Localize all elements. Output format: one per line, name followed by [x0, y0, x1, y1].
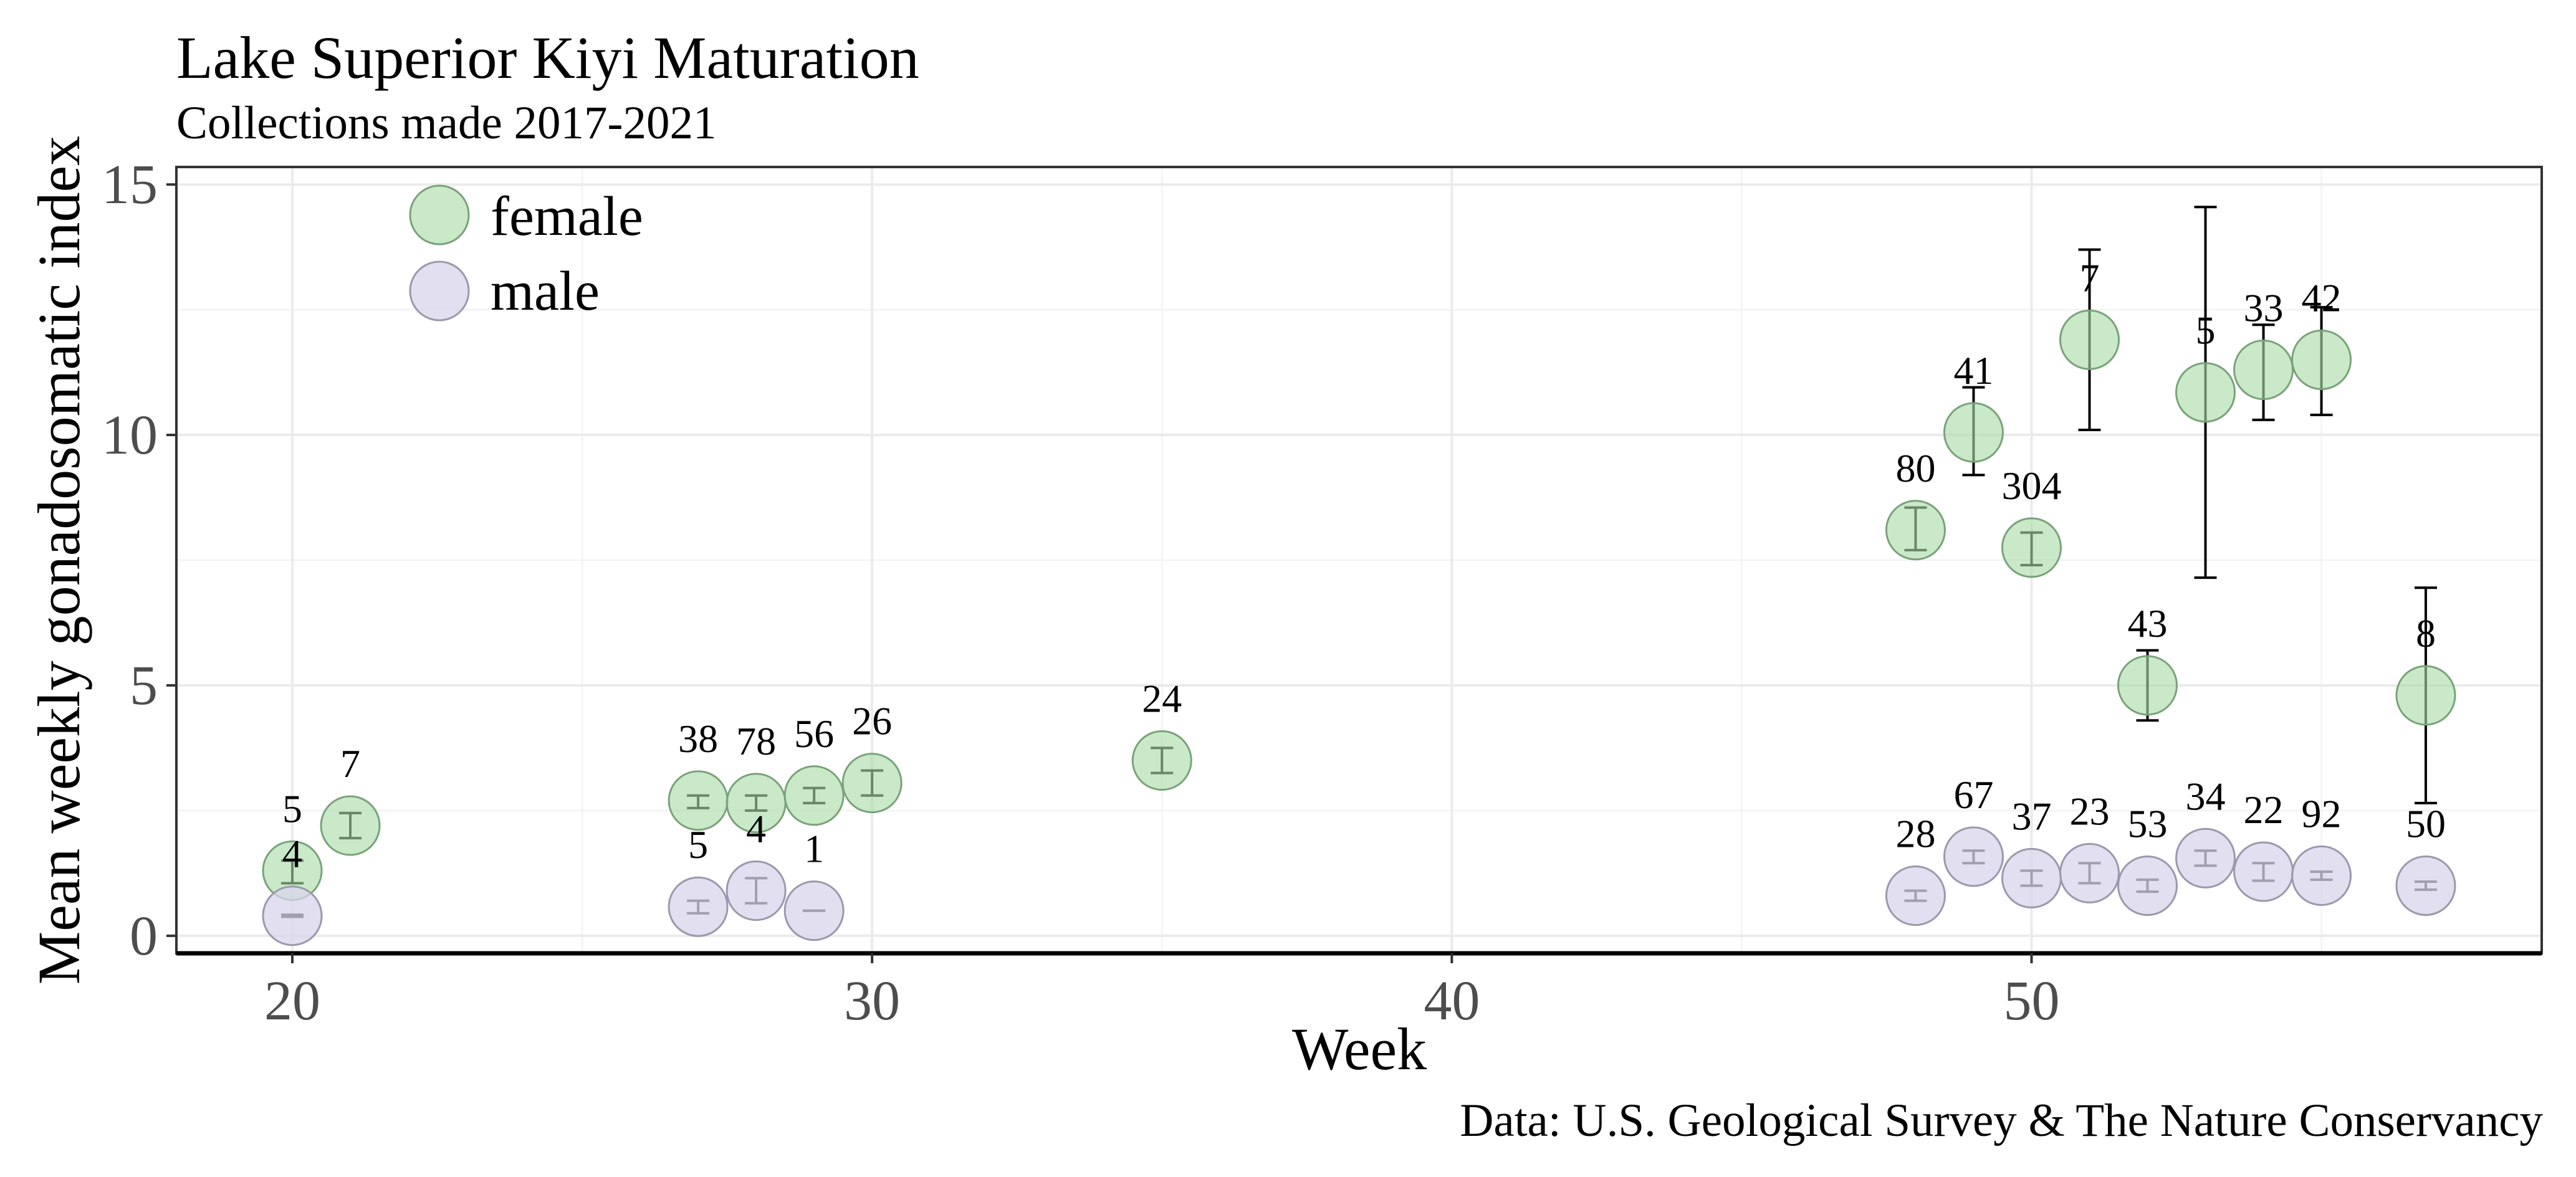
n-label-male: 4	[282, 832, 302, 876]
n-label-female: 42	[2302, 275, 2342, 320]
n-label-male: 1	[804, 827, 824, 871]
n-label-male: 23	[2069, 789, 2109, 833]
point-female	[2117, 655, 2178, 716]
x-tick-label: 50	[2003, 970, 2059, 1032]
n-label-female: 26	[852, 699, 892, 743]
y-tick-label: 15	[102, 154, 158, 216]
n-label-male: 92	[2302, 791, 2342, 836]
n-label-female: 41	[1953, 348, 1993, 393]
point-male	[262, 885, 323, 946]
point-male	[2001, 847, 2062, 908]
n-label-male: 28	[1895, 812, 1935, 856]
x-axis-title: Week	[1292, 1016, 1427, 1082]
point-female	[2001, 517, 2062, 578]
n-label-female: 33	[2244, 286, 2284, 330]
chart-title: Lake Superior Kiyi Maturation	[176, 24, 919, 91]
point-female	[2395, 665, 2456, 726]
legend: female male	[409, 184, 643, 322]
point-male	[2059, 842, 2120, 903]
n-label-female: 7	[2079, 255, 2099, 300]
n-label-male: 50	[2406, 801, 2446, 846]
point-male	[783, 880, 845, 941]
n-label-male: 5	[688, 822, 708, 867]
y-tick-label: 0	[130, 905, 158, 967]
point-female	[2291, 329, 2352, 390]
chart-caption: Data: U.S. Geological Survey & The Natur…	[1460, 1095, 2543, 1146]
point-male	[2395, 855, 2456, 916]
x-tick-label: 20	[264, 970, 320, 1032]
point-female	[320, 795, 381, 856]
point-male	[725, 860, 787, 922]
chart-subtitle: Collections made 2017-2021	[176, 97, 717, 149]
n-label-male: 67	[1953, 773, 1993, 817]
n-label-female: 24	[1142, 677, 1182, 721]
point-male	[2233, 841, 2294, 902]
point-female	[1885, 500, 1946, 561]
point-female	[1131, 730, 1192, 791]
n-label-female: 7	[340, 741, 360, 786]
point-male	[1885, 865, 1946, 927]
y-tick-label: 5	[130, 655, 158, 717]
data-points	[262, 309, 2456, 946]
point-male	[668, 876, 729, 937]
point-male	[2291, 845, 2352, 906]
y-tick-label: 10	[102, 404, 158, 466]
legend-label-female: female	[491, 186, 643, 247]
y-axis-title: Mean weekly gonadosomatic index	[26, 136, 92, 984]
n-label-male: 37	[2011, 794, 2051, 838]
legend-key-male	[409, 260, 470, 322]
legend-label-male: male	[491, 260, 600, 322]
point-male	[2175, 827, 2236, 889]
x-tick-label: 40	[1424, 970, 1480, 1032]
point-male	[1943, 826, 2004, 887]
point-female	[668, 770, 729, 831]
point-female	[2233, 340, 2294, 401]
n-label-female: 43	[2128, 601, 2168, 646]
point-female	[1943, 402, 2004, 463]
n-label-female: 8	[2416, 611, 2436, 655]
n-label-male: 22	[2244, 788, 2284, 832]
n-label-female: 80	[1895, 446, 1935, 490]
point-male	[2117, 855, 2178, 916]
n-label-female: 5	[282, 786, 302, 831]
n-label-female: 78	[736, 719, 776, 763]
point-female	[783, 765, 845, 826]
n-label-female: 5	[2196, 308, 2216, 353]
n-label-male: 34	[2186, 774, 2226, 818]
n-label-female: 38	[678, 717, 718, 761]
point-female	[841, 753, 903, 814]
x-tick-label: 30	[844, 970, 900, 1032]
point-female	[2059, 309, 2120, 370]
legend-key-female	[409, 184, 470, 245]
n-label-female: 304	[2001, 464, 2061, 508]
point-female	[2175, 362, 2236, 423]
n-label-male: 4	[746, 807, 766, 851]
n-label-male: 53	[2128, 801, 2168, 846]
n-label-female: 56	[794, 712, 834, 756]
